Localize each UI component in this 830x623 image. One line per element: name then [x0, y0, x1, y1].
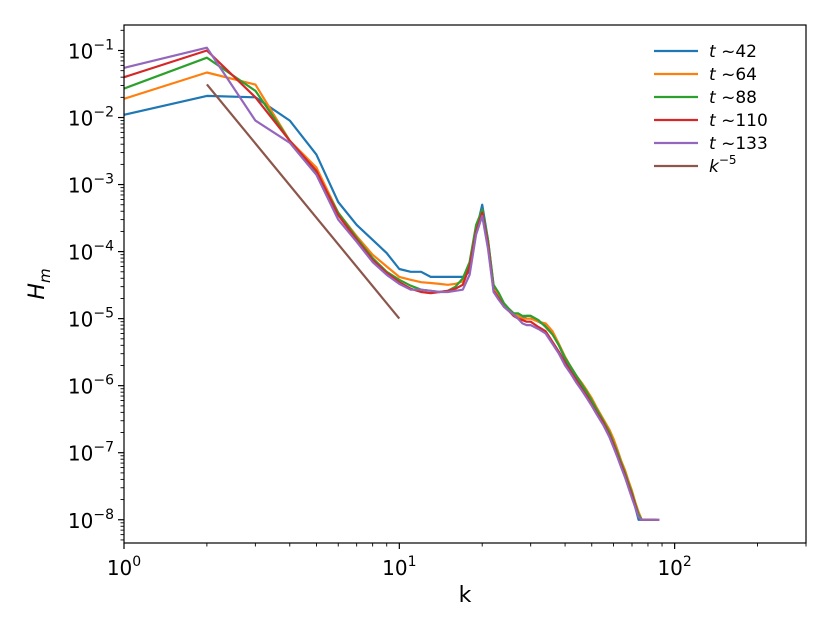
legend-entry-label: k−5 [709, 153, 737, 177]
y-tick-label: 10−6 [68, 373, 114, 399]
y-tick-label: 10−7 [68, 440, 114, 466]
legend-entry-label: t ~42 [709, 42, 757, 62]
plot-frame [123, 24, 807, 544]
x-tick-label: 100 [107, 554, 141, 580]
series-line-6 [206, 83, 401, 320]
series-line-5 [123, 46, 660, 521]
x-tick-label: 101 [382, 554, 416, 580]
x-tick-label: 102 [657, 554, 691, 580]
y-tick-label: 10−2 [68, 105, 114, 131]
y-tick-label: 10−1 [68, 37, 114, 63]
y-ticks: 10−8 10−7 10−6 10−5 10−4 10−3 10−2 10−1 [68, 29, 124, 541]
legend-entry-label: t ~64 [709, 65, 757, 85]
y-tick-label: 10−5 [68, 306, 114, 332]
y-tick-label: 10−4 [68, 239, 114, 265]
x-axis-label: k [459, 583, 472, 608]
series-layer [123, 46, 660, 521]
legend-entry-label: t ~88 [709, 88, 757, 108]
y-tick-label: 10−3 [68, 172, 114, 198]
y-axis-label-subscript: m [36, 268, 54, 283]
y-tick-label: 10−8 [68, 507, 114, 533]
legend-entry-label: t ~110 [709, 111, 768, 131]
x-ticks: 100 101 102 [107, 543, 807, 580]
legend-entry-label: t ~133 [709, 134, 768, 154]
